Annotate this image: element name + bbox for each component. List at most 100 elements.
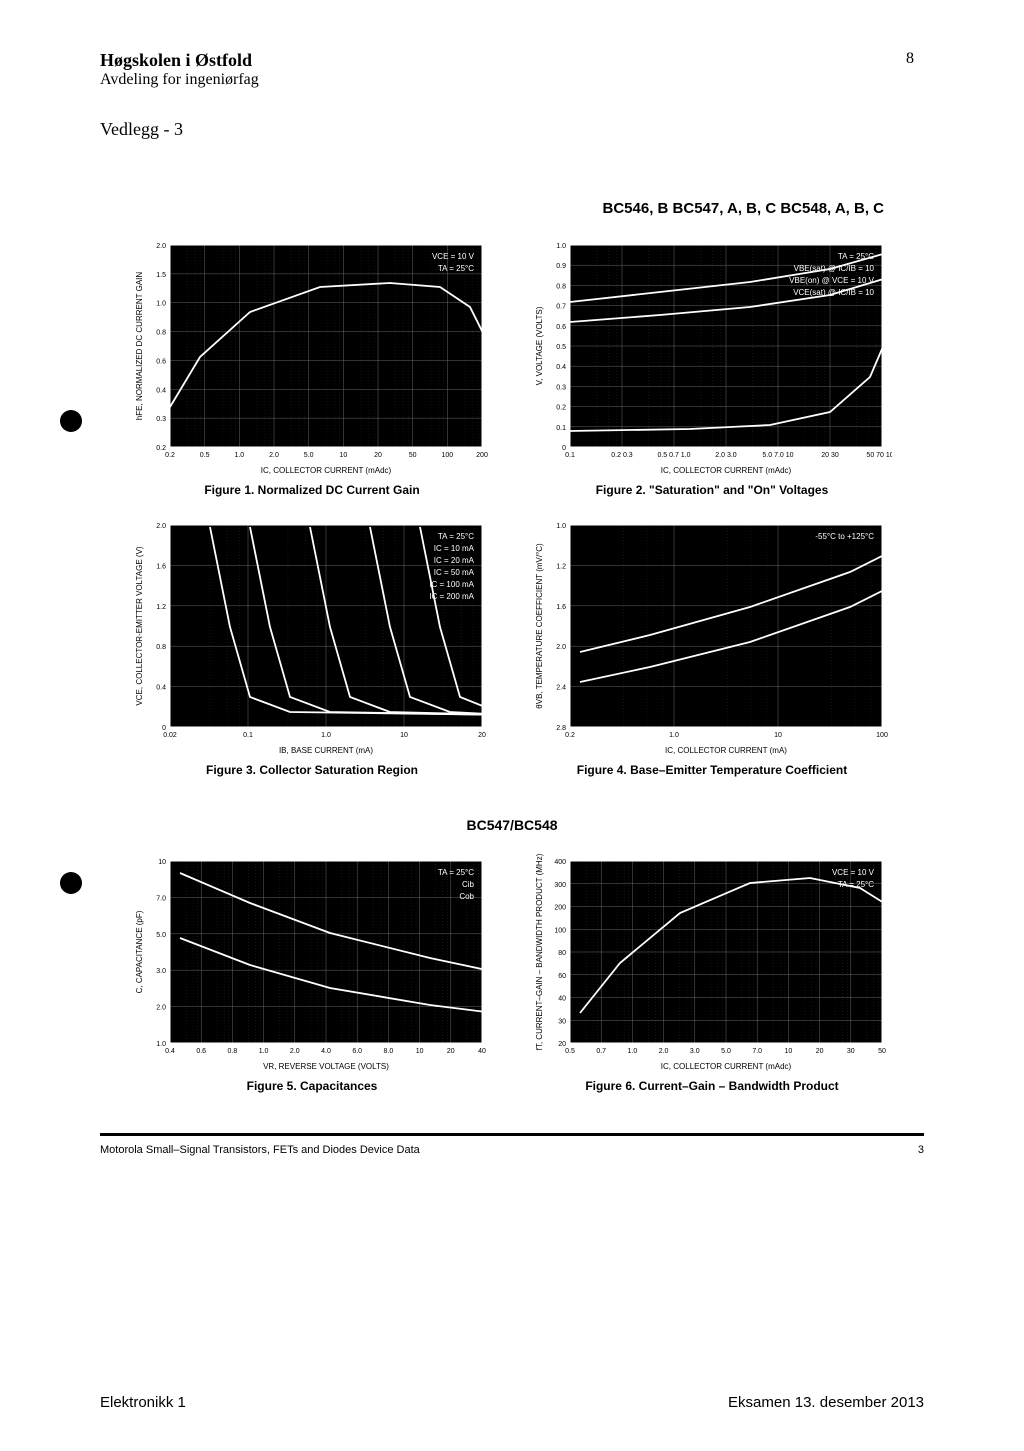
svg-text:40: 40 <box>558 996 566 1003</box>
svg-text:20: 20 <box>374 452 382 459</box>
svg-text:80: 80 <box>558 950 566 957</box>
svg-text:2.0 3.0: 2.0 3.0 <box>715 452 737 459</box>
svg-text:0.2: 0.2 <box>165 452 175 459</box>
svg-text:2.0: 2.0 <box>156 1005 166 1012</box>
svg-text:IC = 50 mA: IC = 50 mA <box>434 568 475 577</box>
svg-text:1.0: 1.0 <box>321 732 331 739</box>
svg-text:0.2: 0.2 <box>156 445 166 452</box>
svg-text:IC = 200 mA: IC = 200 mA <box>429 592 474 601</box>
svg-text:1.0: 1.0 <box>669 732 679 739</box>
svg-text:0.8: 0.8 <box>228 1048 238 1055</box>
page-number: 8 <box>906 50 914 68</box>
svg-text:0: 0 <box>562 445 566 452</box>
svg-text:0.6: 0.6 <box>556 324 566 331</box>
svg-text:0.5 0.7 1.0: 0.5 0.7 1.0 <box>657 452 690 459</box>
part-subtitle: BC547/BC548 <box>100 817 924 833</box>
svg-text:VCE, COLLECTOR-EMITTER VOLTAGE: VCE, COLLECTOR-EMITTER VOLTAGE (V) <box>135 546 144 705</box>
svg-text:fT, CURRENT–GAIN – BANDWIDTH P: fT, CURRENT–GAIN – BANDWIDTH PRODUCT (MH… <box>535 853 544 1050</box>
svg-text:50: 50 <box>878 1048 886 1055</box>
svg-text:C, CAPACITANCE (pF): C, CAPACITANCE (pF) <box>135 910 144 993</box>
svg-text:30: 30 <box>558 1018 566 1025</box>
svg-text:0.3: 0.3 <box>556 384 566 391</box>
svg-text:0.2: 0.2 <box>556 405 566 412</box>
svg-text:0.5: 0.5 <box>200 452 210 459</box>
chart-fig2: 0.10.2 0.30.5 0.7 1.02.0 3.05.0 7.0 1020… <box>532 237 892 477</box>
punch-hole-2 <box>60 872 82 894</box>
footer-source-page: 3 <box>918 1144 924 1156</box>
figure-1: 0.20.51.02.05.01020501002000.20.30.40.60… <box>132 237 492 497</box>
svg-text:0: 0 <box>162 725 166 732</box>
svg-text:5.0: 5.0 <box>721 1048 731 1055</box>
footer-rule <box>100 1133 924 1136</box>
svg-text:100: 100 <box>441 452 453 459</box>
course-name: Elektronikk 1 <box>100 1394 186 1411</box>
svg-text:0.02: 0.02 <box>163 732 177 739</box>
appendix-label: Vedlegg - 3 <box>100 119 924 140</box>
svg-text:0.5: 0.5 <box>556 344 566 351</box>
svg-text:50: 50 <box>409 452 417 459</box>
svg-text:TA = 25°C: TA = 25°C <box>438 868 474 877</box>
svg-text:2.0: 2.0 <box>659 1048 669 1055</box>
svg-text:0.4: 0.4 <box>156 685 166 692</box>
svg-text:IC, COLLECTOR CURRENT (mAdc): IC, COLLECTOR CURRENT (mAdc) <box>661 466 792 475</box>
svg-text:5.0 7.0 10: 5.0 7.0 10 <box>762 452 793 459</box>
svg-text:200: 200 <box>554 905 566 912</box>
figure-2: 0.10.2 0.30.5 0.7 1.02.0 3.05.0 7.0 1020… <box>532 237 892 497</box>
svg-text:0.5: 0.5 <box>565 1048 575 1055</box>
svg-text:1.2: 1.2 <box>556 563 566 570</box>
svg-text:0.7: 0.7 <box>596 1048 606 1055</box>
punch-hole-1 <box>60 410 82 432</box>
svg-text:hFE, NORMALIZED DC CURRENT GAI: hFE, NORMALIZED DC CURRENT GAIN <box>135 272 144 421</box>
department: Avdeling for ingeniørfag <box>100 71 924 89</box>
svg-text:3.0: 3.0 <box>156 968 166 975</box>
svg-text:200: 200 <box>476 452 488 459</box>
svg-text:40: 40 <box>478 1048 486 1055</box>
svg-text:100: 100 <box>876 732 888 739</box>
svg-text:10: 10 <box>339 452 347 459</box>
svg-text:0.1: 0.1 <box>556 425 566 432</box>
svg-text:IC, COLLECTOR CURRENT (mA): IC, COLLECTOR CURRENT (mA) <box>665 746 787 755</box>
svg-text:3.0: 3.0 <box>690 1048 700 1055</box>
part-title: BC546, B BC547, A, B, C BC548, A, B, C <box>100 200 884 217</box>
svg-text:Cob: Cob <box>459 892 474 901</box>
svg-text:2.0: 2.0 <box>156 243 166 250</box>
svg-text:2.0: 2.0 <box>156 523 166 530</box>
footer-source: Motorola Small–Signal Transistors, FETs … <box>100 1144 420 1156</box>
chart-fig5: 0.40.60.81.02.04.06.08.01020401.02.03.05… <box>132 853 492 1073</box>
chart-fig3: 0.020.11.0102000.40.81.21.62.0IB, BASE C… <box>132 517 492 757</box>
svg-text:0.2: 0.2 <box>565 732 575 739</box>
svg-text:0.4: 0.4 <box>165 1048 175 1055</box>
svg-text:20: 20 <box>478 732 486 739</box>
figure-5: 0.40.60.81.02.04.06.08.01020401.02.03.05… <box>132 853 492 1093</box>
svg-text:2.0: 2.0 <box>556 644 566 651</box>
svg-text:10: 10 <box>158 859 166 866</box>
svg-text:TA = 25°C: TA = 25°C <box>438 532 474 541</box>
svg-text:1.6: 1.6 <box>156 563 166 570</box>
svg-text:5.0: 5.0 <box>156 932 166 939</box>
svg-text:5.0: 5.0 <box>304 452 314 459</box>
svg-text:4.0: 4.0 <box>321 1048 331 1055</box>
svg-text:VBE(on) @ VCE = 10 V: VBE(on) @ VCE = 10 V <box>789 276 874 285</box>
svg-text:1.0: 1.0 <box>259 1048 269 1055</box>
svg-text:300: 300 <box>554 882 566 889</box>
svg-text:2.4: 2.4 <box>556 685 566 692</box>
svg-text:1.0: 1.0 <box>234 452 244 459</box>
svg-text:2.0: 2.0 <box>269 452 279 459</box>
svg-text:V, VOLTAGE (VOLTS): V, VOLTAGE (VOLTS) <box>535 306 544 385</box>
svg-text:10: 10 <box>416 1048 424 1055</box>
svg-text:10: 10 <box>400 732 408 739</box>
svg-text:8.0: 8.0 <box>384 1048 394 1055</box>
institution: Høgskolen i Østfold <box>100 50 924 71</box>
svg-text:0.9: 0.9 <box>556 263 566 270</box>
svg-text:20: 20 <box>558 1041 566 1048</box>
svg-text:20: 20 <box>447 1048 455 1055</box>
svg-text:10: 10 <box>785 1048 793 1055</box>
svg-text:TA = 25°C: TA = 25°C <box>838 880 874 889</box>
svg-text:0.1: 0.1 <box>565 452 575 459</box>
svg-text:0.2 0.3: 0.2 0.3 <box>611 452 633 459</box>
svg-text:0.7: 0.7 <box>556 304 566 311</box>
caption-fig3: Figure 3. Collector Saturation Region <box>206 763 418 777</box>
svg-text:2.0: 2.0 <box>290 1048 300 1055</box>
svg-text:400: 400 <box>554 859 566 866</box>
svg-text:0.6: 0.6 <box>156 358 166 365</box>
